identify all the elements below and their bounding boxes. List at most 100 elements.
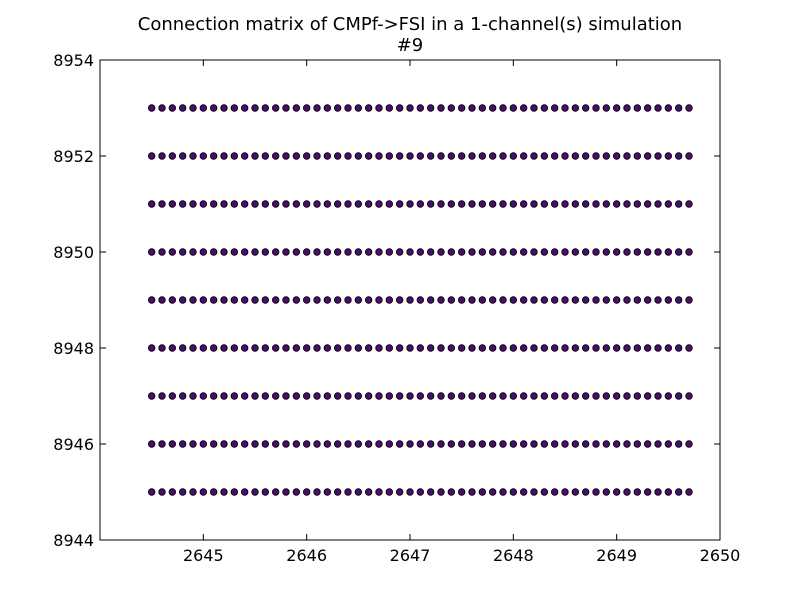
data-point [323, 296, 332, 304]
data-point [602, 296, 611, 304]
data-point [282, 200, 290, 208]
data-point [519, 152, 528, 160]
data-point [364, 152, 373, 160]
data-point [478, 344, 487, 352]
data-point [530, 392, 538, 400]
data-point [364, 344, 373, 352]
data-point [643, 488, 652, 496]
x-tick-label: 2649 [596, 546, 637, 565]
data-point [199, 200, 208, 208]
data-point [209, 344, 218, 352]
data-point [302, 200, 311, 208]
data-point [437, 296, 445, 304]
data-point [271, 440, 280, 448]
data-point [271, 200, 280, 208]
data-point [354, 392, 363, 400]
data-point [147, 488, 156, 496]
data-point [158, 200, 166, 208]
data-point [230, 152, 239, 160]
data-point [478, 440, 487, 448]
data-point [437, 440, 445, 448]
data-point [437, 200, 445, 208]
data-point [158, 440, 166, 448]
data-point [302, 104, 311, 112]
data-point [313, 152, 321, 160]
data-point [674, 440, 683, 448]
x-tick-label: 2650 [700, 546, 741, 565]
data-point [478, 152, 487, 160]
data-point [292, 344, 301, 352]
x-tick-label: 2645 [183, 546, 224, 565]
data-point [282, 296, 290, 304]
data-point [447, 152, 456, 160]
chart-subtitle: #9 [396, 35, 424, 56]
data-point [488, 296, 497, 304]
data-point [158, 248, 166, 256]
data-point [292, 392, 301, 400]
data-point [416, 344, 425, 352]
data-point [199, 296, 208, 304]
y-tick-label: 8944 [53, 531, 94, 550]
data-point [592, 152, 600, 160]
data-point [406, 104, 414, 112]
data-point [664, 392, 673, 400]
data-point [561, 440, 569, 448]
data-point [251, 488, 259, 496]
data-point [540, 344, 549, 352]
data-point [426, 152, 435, 160]
data-point [592, 104, 600, 112]
data-point [612, 248, 621, 256]
y-tick-label: 8952 [53, 147, 94, 166]
data-point [654, 488, 662, 496]
data-point [251, 152, 259, 160]
data-point [261, 152, 270, 160]
data-point [364, 392, 373, 400]
data-point [199, 104, 208, 112]
data-point [633, 248, 642, 256]
data-point [240, 488, 249, 496]
data-point [519, 440, 528, 448]
data-point [292, 296, 301, 304]
data-point [623, 200, 631, 208]
data-point [333, 248, 342, 256]
data-point [426, 200, 435, 208]
data-point [344, 344, 352, 352]
data-point [602, 392, 611, 400]
data-point [261, 248, 270, 256]
data-point [478, 104, 487, 112]
data-point [333, 440, 342, 448]
data-point [395, 344, 404, 352]
data-point [333, 104, 342, 112]
data-point [302, 440, 311, 448]
data-point [271, 392, 280, 400]
data-point [406, 296, 414, 304]
data-point [261, 200, 270, 208]
data-point [509, 200, 518, 208]
data-point [447, 104, 456, 112]
data-point [261, 440, 270, 448]
data-point [240, 200, 249, 208]
data-point [509, 248, 518, 256]
data-point [488, 440, 497, 448]
data-point [550, 392, 559, 400]
data-point [447, 200, 456, 208]
data-point [643, 200, 652, 208]
data-point [385, 296, 394, 304]
data-point [654, 152, 662, 160]
data-point [674, 152, 683, 160]
data-point [530, 200, 538, 208]
data-point [395, 248, 404, 256]
data-point [519, 104, 528, 112]
data-point [406, 200, 414, 208]
data-point [664, 488, 673, 496]
data-point [540, 392, 549, 400]
data-point [209, 296, 218, 304]
data-point [158, 488, 166, 496]
data-point [602, 104, 611, 112]
data-point [189, 104, 197, 112]
data-point [168, 344, 177, 352]
data-point [561, 392, 569, 400]
data-point [282, 488, 290, 496]
data-point [499, 488, 507, 496]
data-point [550, 152, 559, 160]
